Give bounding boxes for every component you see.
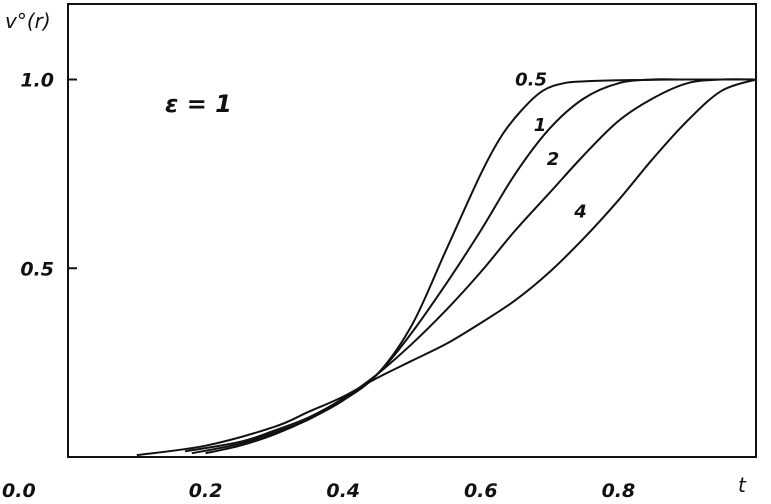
x-tick-labels: 0.0 0.2 0.4 0.6 0.8 [2,480,635,502]
curve-labels: 0.5 12 4 [515,70,587,223]
series-line-2 [191,78,756,455]
series-line-4 [136,78,757,457]
plot-frame [67,3,757,458]
series-layer [136,78,757,457]
y-axis-label: v°(r) [5,9,51,33]
y-tick-label-0: 0.5 [20,258,54,280]
x-tick-label-3: 0.6 [464,480,498,502]
y-tick-label-1: 1.0 [20,70,54,92]
x-tick-label-2: 0.4 [326,480,360,502]
x-tick-label-4: 0.8 [602,480,636,502]
curve-label-2: 1 [534,115,547,136]
curve-label-3: 2 [547,149,560,170]
x-tick-label-1: 0.2 [189,480,223,502]
y-tick-labels: 0.5 1.0 [20,70,77,280]
curve-label-1: 0.5 [515,70,547,91]
x-tick-label-0: 0.0 [2,480,36,502]
x-axis-label: t [738,473,747,497]
curve-label-4: 4 [573,202,587,223]
series-line-3 [184,78,757,453]
epsilon-annotation: ε = 1 [165,90,232,118]
